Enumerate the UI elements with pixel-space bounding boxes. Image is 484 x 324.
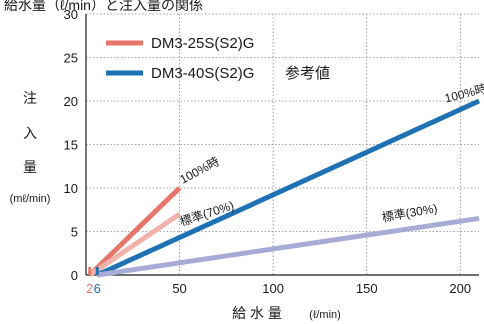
start-marker-label: 2 bbox=[86, 281, 93, 296]
legend-label: DM3-40S(S2)G bbox=[151, 65, 254, 82]
header-fragment: 給水量（ℓ/min）と注入量の関係 bbox=[4, 0, 203, 13]
curve-annotation: 標準(30%) bbox=[381, 200, 439, 224]
x-tick-label: 50 bbox=[172, 281, 186, 296]
y-tick-label: 10 bbox=[64, 181, 78, 196]
y-tick-label: 30 bbox=[64, 7, 78, 22]
series-lines bbox=[88, 98, 481, 278]
x-axis-title: 給 水 量 bbox=[232, 305, 282, 321]
y-axis-label-char: 量 bbox=[23, 159, 37, 175]
x-tick-label: 200 bbox=[449, 281, 471, 296]
y-axis-unit: (mℓ/min) bbox=[10, 193, 51, 205]
legend: DM3-25S(S2)G DM3-40S(S2)G 参考値 bbox=[106, 35, 330, 82]
y-tick-label: 20 bbox=[64, 94, 78, 109]
y-tick-label: 15 bbox=[64, 138, 78, 153]
x-tick-label: 100 bbox=[262, 281, 284, 296]
series-line-3 bbox=[96, 215, 480, 278]
start-marker-label: 6 bbox=[94, 281, 101, 296]
y-tick-label: 5 bbox=[71, 225, 78, 240]
series-line-1 bbox=[88, 212, 181, 278]
series-line-2 bbox=[96, 98, 481, 278]
legend-label: DM3-25S(S2)G bbox=[151, 35, 254, 52]
series-line-0 bbox=[88, 186, 182, 277]
x-axis-label: 給 水 量 (ℓ/min) bbox=[232, 305, 341, 321]
y-axis-label-char: 注 bbox=[23, 90, 37, 106]
x-tick-label: 150 bbox=[356, 281, 378, 296]
y-tick-label: 0 bbox=[71, 268, 78, 283]
tick-labels: 0 5 10 15 20 25 30 50 100 150 200 bbox=[64, 7, 472, 296]
y-tick-label: 25 bbox=[64, 51, 78, 66]
x-axis-unit: (ℓ/min) bbox=[309, 309, 341, 321]
curve-annotation: 100%時 bbox=[177, 154, 221, 186]
axes bbox=[85, 14, 479, 276]
y-axis-label: 注入量 (mℓ/min) bbox=[10, 90, 51, 205]
legend-label-note: 参考値 bbox=[285, 65, 330, 82]
curve-annotations: 100%時標準(70%)100%時標準(30%) bbox=[177, 82, 484, 229]
y-axis-label-char: 入 bbox=[23, 125, 37, 141]
